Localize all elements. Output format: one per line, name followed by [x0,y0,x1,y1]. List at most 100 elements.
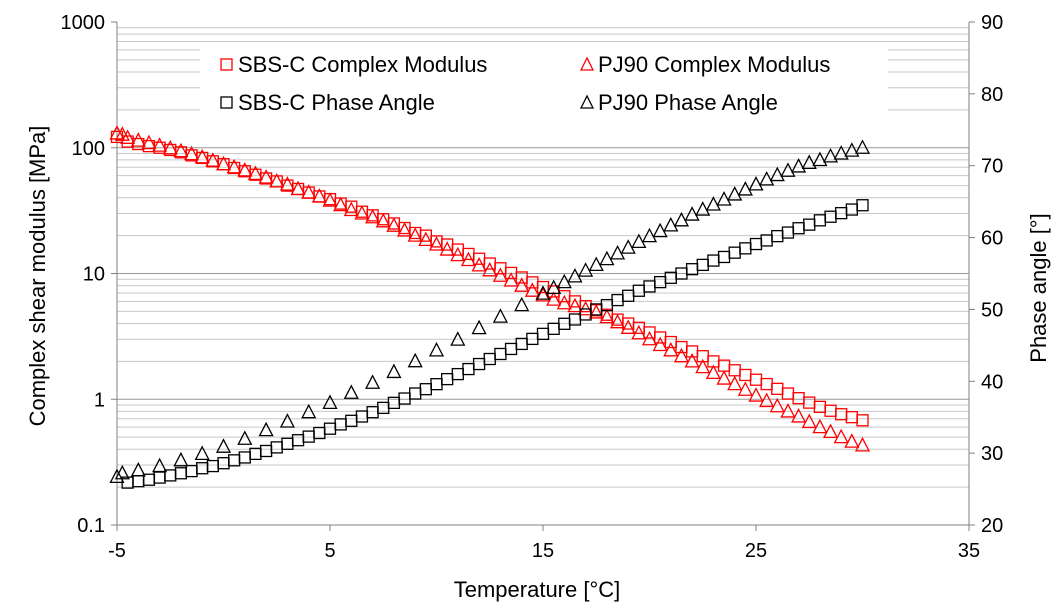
data-point-triangle [567,267,583,283]
data-point-triangle [695,358,711,374]
data-point-square [334,418,347,431]
data-point-triangle [673,347,690,363]
data-point-square [334,197,347,210]
data-point-square [696,258,709,272]
data-point-square [792,222,805,235]
data-point-triangle [114,464,130,480]
data-point-triangle [822,423,839,439]
data-point-triangle [503,272,519,287]
right-y-tick-label: 60 [981,228,1003,250]
data-point-square [749,237,763,251]
data-point-triangle [567,297,583,313]
data-point-square [206,459,220,473]
data-point-square [238,451,251,464]
data-point-triangle [524,282,540,297]
left-y-tick-label: 1000 [61,12,106,34]
data-point-square [536,327,550,341]
data-point-triangle [183,145,200,161]
data-point-square [707,254,720,267]
data-point-square [174,467,188,480]
data-point-triangle [343,201,359,217]
x-tick-label: 15 [532,540,554,562]
data-point-triangle [822,147,839,163]
data-point-triangle [609,244,626,260]
data-point-triangle [173,451,189,467]
data-point-triangle [641,330,658,346]
data-point-triangle [279,413,295,428]
data-point-triangle [716,191,732,206]
data-point-triangle [365,208,381,224]
data-point-square [760,377,773,391]
right-y-tick-label: 40 [981,371,1003,393]
data-point-triangle [237,430,253,445]
data-point-square [792,392,805,405]
data-point-square [451,367,464,381]
data-point-triangle [556,294,572,310]
data-point-triangle [854,436,871,452]
data-point-triangle [396,222,413,237]
data-point-triangle [407,352,423,368]
data-point-triangle [812,151,828,167]
data-point-square [494,347,507,361]
right-y-tick-label: 80 [981,84,1003,106]
data-point-triangle [769,397,785,413]
data-point-square [259,444,273,458]
data-point-triangle [418,231,434,247]
data-point-square [845,411,858,424]
data-point-triangle [599,250,615,266]
data-point-square [643,280,656,293]
series-pj90-phase-angle [109,139,871,484]
data-point-triangle [578,262,594,277]
data-point-square [291,434,305,447]
data-point-triangle [152,457,168,473]
data-point-triangle [407,227,423,242]
data-point-square [771,382,784,395]
data-point-triangle [631,233,647,249]
data-point-square [622,289,635,302]
data-point-triangle [375,212,391,228]
data-point-square [813,400,827,414]
data-point-triangle [450,246,466,262]
data-point-triangle [460,251,477,267]
data-point-triangle [673,211,690,227]
data-point-triangle [130,132,146,147]
data-point-square [781,387,795,400]
legend-label-sbs-c-complex-modulus: SBS-C Complex Modulus [238,52,487,77]
data-point-triangle [737,381,753,396]
data-point-triangle [759,392,775,408]
data-point-triangle [812,418,828,434]
data-point-triangle [333,196,349,212]
data-point-triangle [247,165,264,181]
data-point-triangle [354,205,370,220]
data-point-square [781,226,795,239]
x-tick-label: -5 [108,540,126,562]
x-axis-title: Temperature [°C] [454,577,621,602]
legend-marker-red-triangle [579,56,595,71]
data-point-triangle [727,375,743,391]
data-point-square [483,352,496,366]
data-point-square [281,437,294,450]
data-point-triangle [663,216,679,232]
data-point-square [760,234,773,247]
data-point-square [196,462,209,475]
data-point-square [856,199,869,212]
data-point-triangle [546,279,562,295]
data-point-triangle [705,364,721,380]
data-point-square [504,342,518,356]
legend-background [200,45,888,125]
data-point-square [419,383,433,396]
data-point-triangle [269,172,285,188]
data-point-triangle [492,267,508,282]
data-point-square [717,250,731,264]
data-point-triangle [588,256,604,272]
data-point-square [856,414,869,427]
legend-label-sbs-c-phase-angle: SBS-C Phase Angle [238,90,435,115]
data-point-triangle [748,175,764,191]
data-point-triangle [652,336,668,352]
data-point-triangle [556,273,572,289]
data-point-triangle [290,180,306,196]
data-point-triangle [546,291,562,306]
data-point-triangle [705,196,721,211]
data-point-triangle [386,217,402,232]
data-point-square [185,464,198,478]
